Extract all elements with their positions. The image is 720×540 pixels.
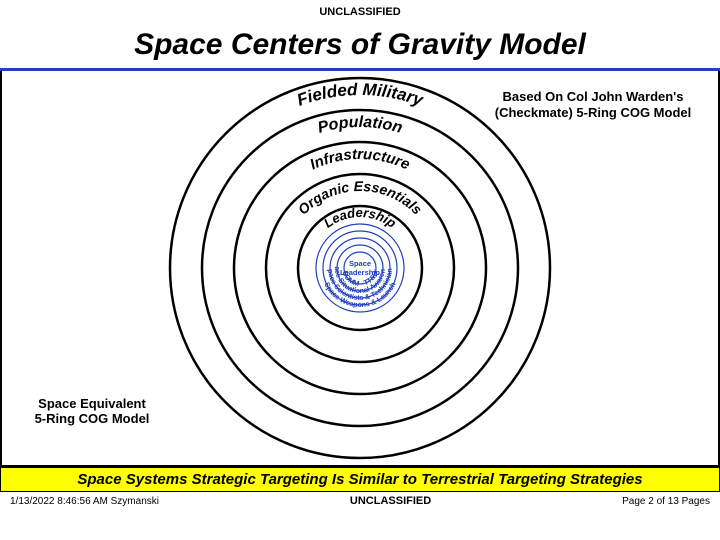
ring-diagram: Fielded MilitaryPopulationInfrastructure… [160, 68, 560, 468]
footer-page: Page 2 of 13 Pages [622, 496, 710, 507]
annotation-line: 5-Ring COG Model [35, 411, 150, 426]
annotation-top-right: Based On Col John Warden's (Checkmate) 5… [488, 89, 698, 120]
annotation-line: Based On Col John Warden's [502, 89, 683, 104]
footer-timestamp: 1/13/2022 8:46:56 AM Szymanski [10, 496, 159, 507]
annotation-bottom-left: Space Equivalent 5-Ring COG Model [22, 396, 162, 427]
annotation-line: Space Equivalent [38, 396, 146, 411]
summary-bar: Space Systems Strategic Targeting Is Sim… [0, 467, 720, 492]
content-area: Fielded MilitaryPopulationInfrastructure… [0, 71, 720, 467]
footer-classification: UNCLASSIFIED [350, 495, 431, 507]
annotation-line: (Checkmate) 5-Ring COG Model [495, 105, 691, 120]
classification-header: UNCLASSIFIED [0, 0, 720, 18]
page-title: Space Centers of Gravity Model [0, 18, 720, 68]
footer: 1/13/2022 8:46:56 AM Szymanski UNCLASSIF… [0, 492, 720, 507]
svg-text:Space: Space [349, 259, 371, 268]
